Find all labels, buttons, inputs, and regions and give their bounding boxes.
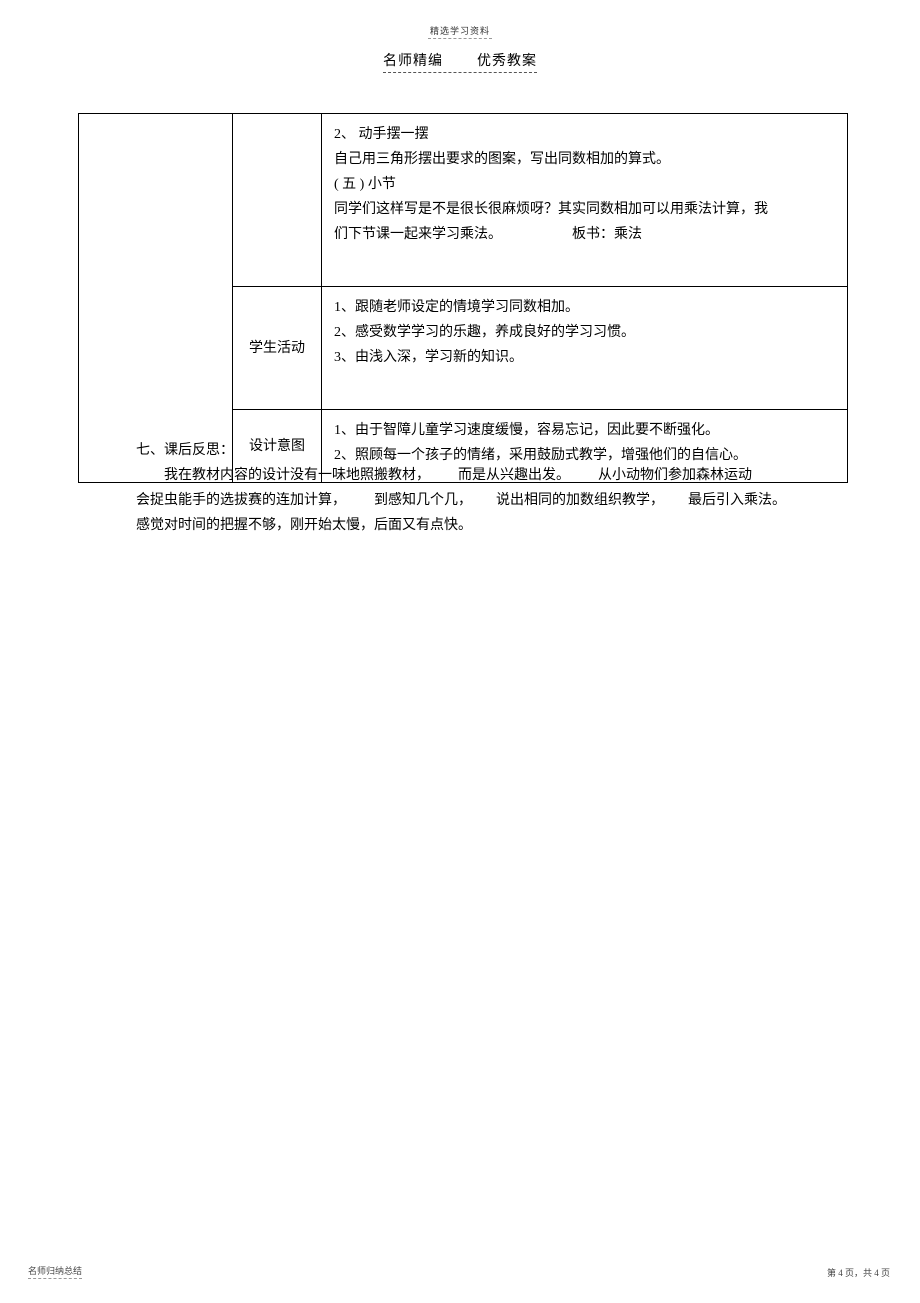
- reflection-line-2: 会捉虫能手的选拔赛的连加计算， 到感知几个几， 说出相同的加数组织教学， 最后引入乘法…: [136, 488, 816, 513]
- table-mid-label-activity: 学生活动: [233, 287, 322, 410]
- board-note: 板书：乘法: [572, 227, 642, 242]
- table-content-1: 2、 动手摆一摆 自己用三角形摆出要求的图案，写出同数相加的算式。 ( 五 ) …: [322, 114, 848, 287]
- footer-left: 名师归纳总结: [28, 1264, 82, 1279]
- content-line: 自己用三角形摆出要求的图案，写出同数相加的算式。: [334, 147, 835, 172]
- content-line: 们下节课一起来学习乘法。 板书：乘法: [334, 222, 835, 247]
- table-content-2: 1、跟随老师设定的情境学习同数相加。 2、感受数学学习的乐趣，养成良好的学习习惯…: [322, 287, 848, 410]
- reflection-seg: 最后引入乘法。: [688, 493, 786, 508]
- content-line: 2、 动手摆一摆: [334, 122, 835, 147]
- top-header: 精选学习资料: [0, 24, 920, 39]
- table-left-cell: [79, 114, 233, 483]
- reflection-seg: 会捉虫能手的选拔赛的连加计算，: [136, 493, 346, 508]
- reflection-seg: 从小动物们参加森林运动: [598, 468, 752, 483]
- footer-mid: 页，共: [843, 1268, 875, 1278]
- reflection-seg: 我在教材内容的设计没有一味地照搬教材，: [164, 468, 430, 483]
- content-line: 同学们这样写是不是很长很麻烦呀？其实同数相加可以用乘法计算，我: [334, 197, 835, 222]
- footer-right: 第 4 页，共 4 页: [827, 1266, 890, 1279]
- reflection-section: 七、课后反思： 我在教材内容的设计没有一味地照搬教材， 而是从兴趣出发。 从小动物们…: [136, 438, 816, 538]
- content-line: 3、由浅入深，学习新的知识。: [334, 345, 835, 370]
- footer-left-text: 名师归纳总结: [28, 1264, 82, 1279]
- sub-header-right: 优秀教案: [477, 54, 537, 69]
- content-text: 们下节课一起来学习乘法。: [334, 227, 502, 242]
- page: 精选学习资料 名师精编 优秀教案 2、 动手摆一摆 自己用三角形摆出要求的图案，写…: [0, 0, 920, 1303]
- sub-header-left: 名师精编: [383, 54, 443, 69]
- reflection-seg: 到感知几个几，: [374, 493, 472, 508]
- content-line: 2、感受数学学习的乐趣，养成良好的学习习惯。: [334, 320, 835, 345]
- reflection-line-1: 我在教材内容的设计没有一味地照搬教材， 而是从兴趣出发。 从小动物们参加森林运动: [136, 463, 816, 488]
- reflection-seg: 而是从兴趣出发。: [458, 468, 570, 483]
- content-line: 1、跟随老师设定的情境学习同数相加。: [334, 295, 835, 320]
- footer-prefix: 第: [827, 1268, 838, 1278]
- reflection-seg: 说出相同的加数组织教学，: [496, 493, 664, 508]
- sub-header-underline: 名师精编 优秀教案: [383, 50, 537, 73]
- lesson-table: 2、 动手摆一摆 自己用三角形摆出要求的图案，写出同数相加的算式。 ( 五 ) …: [78, 113, 848, 483]
- table-row: 2、 动手摆一摆 自己用三角形摆出要求的图案，写出同数相加的算式。 ( 五 ) …: [79, 114, 848, 287]
- reflection-title: 七、课后反思：: [136, 438, 816, 463]
- footer-suffix: 页: [879, 1268, 890, 1278]
- top-header-text: 精选学习资料: [428, 24, 492, 39]
- table-mid-cell-1: [233, 114, 322, 287]
- sub-header: 名师精编 优秀教案: [0, 50, 920, 73]
- reflection-seg: 感觉对时间的把握不够，刚开始太慢，后面又有点快。: [136, 518, 472, 533]
- content-line: ( 五 ) 小节: [334, 172, 835, 197]
- reflection-line-3: 感觉对时间的把握不够，刚开始太慢，后面又有点快。: [136, 513, 816, 538]
